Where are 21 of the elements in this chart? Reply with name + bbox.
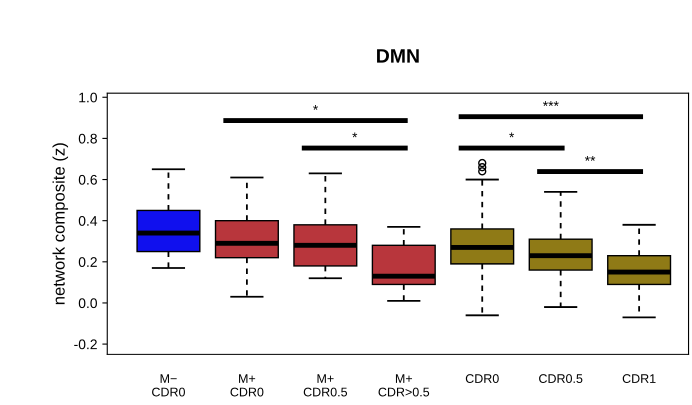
annotation: * <box>509 132 514 138</box>
annotation: ** <box>584 156 596 161</box>
y-tick-label: 0.6 <box>78 174 97 185</box>
x-tick-label: M− CDR0 <box>152 374 185 396</box>
y-axis-title: network composite (z) <box>52 143 68 304</box>
y-tick-label: 1.0 <box>79 92 97 102</box>
x-tick-label: CDR0 <box>466 374 499 383</box>
annotation: *** <box>542 101 559 106</box>
annotation: * <box>352 132 358 138</box>
y-tick-label: 0.4 <box>78 216 98 226</box>
x-tick-label: M+ CDR>0.5 <box>378 374 430 396</box>
y-tick-label: 0.0 <box>78 298 97 308</box>
x-tick-label: M+ CDR0.5 <box>304 374 348 396</box>
x-tick-label: M+ CDR0 <box>230 374 264 396</box>
y-tick-label: 0.8 <box>78 134 97 144</box>
chart-title: DMN <box>377 49 419 63</box>
y-tick-label: -0.2 <box>74 339 97 350</box>
annotation: * <box>313 105 318 110</box>
x-tick-label: CDR1 <box>622 374 656 383</box>
x-tick-label: CDR0.5 <box>539 374 582 383</box>
y-tick-label: 0.2 <box>78 257 97 267</box>
